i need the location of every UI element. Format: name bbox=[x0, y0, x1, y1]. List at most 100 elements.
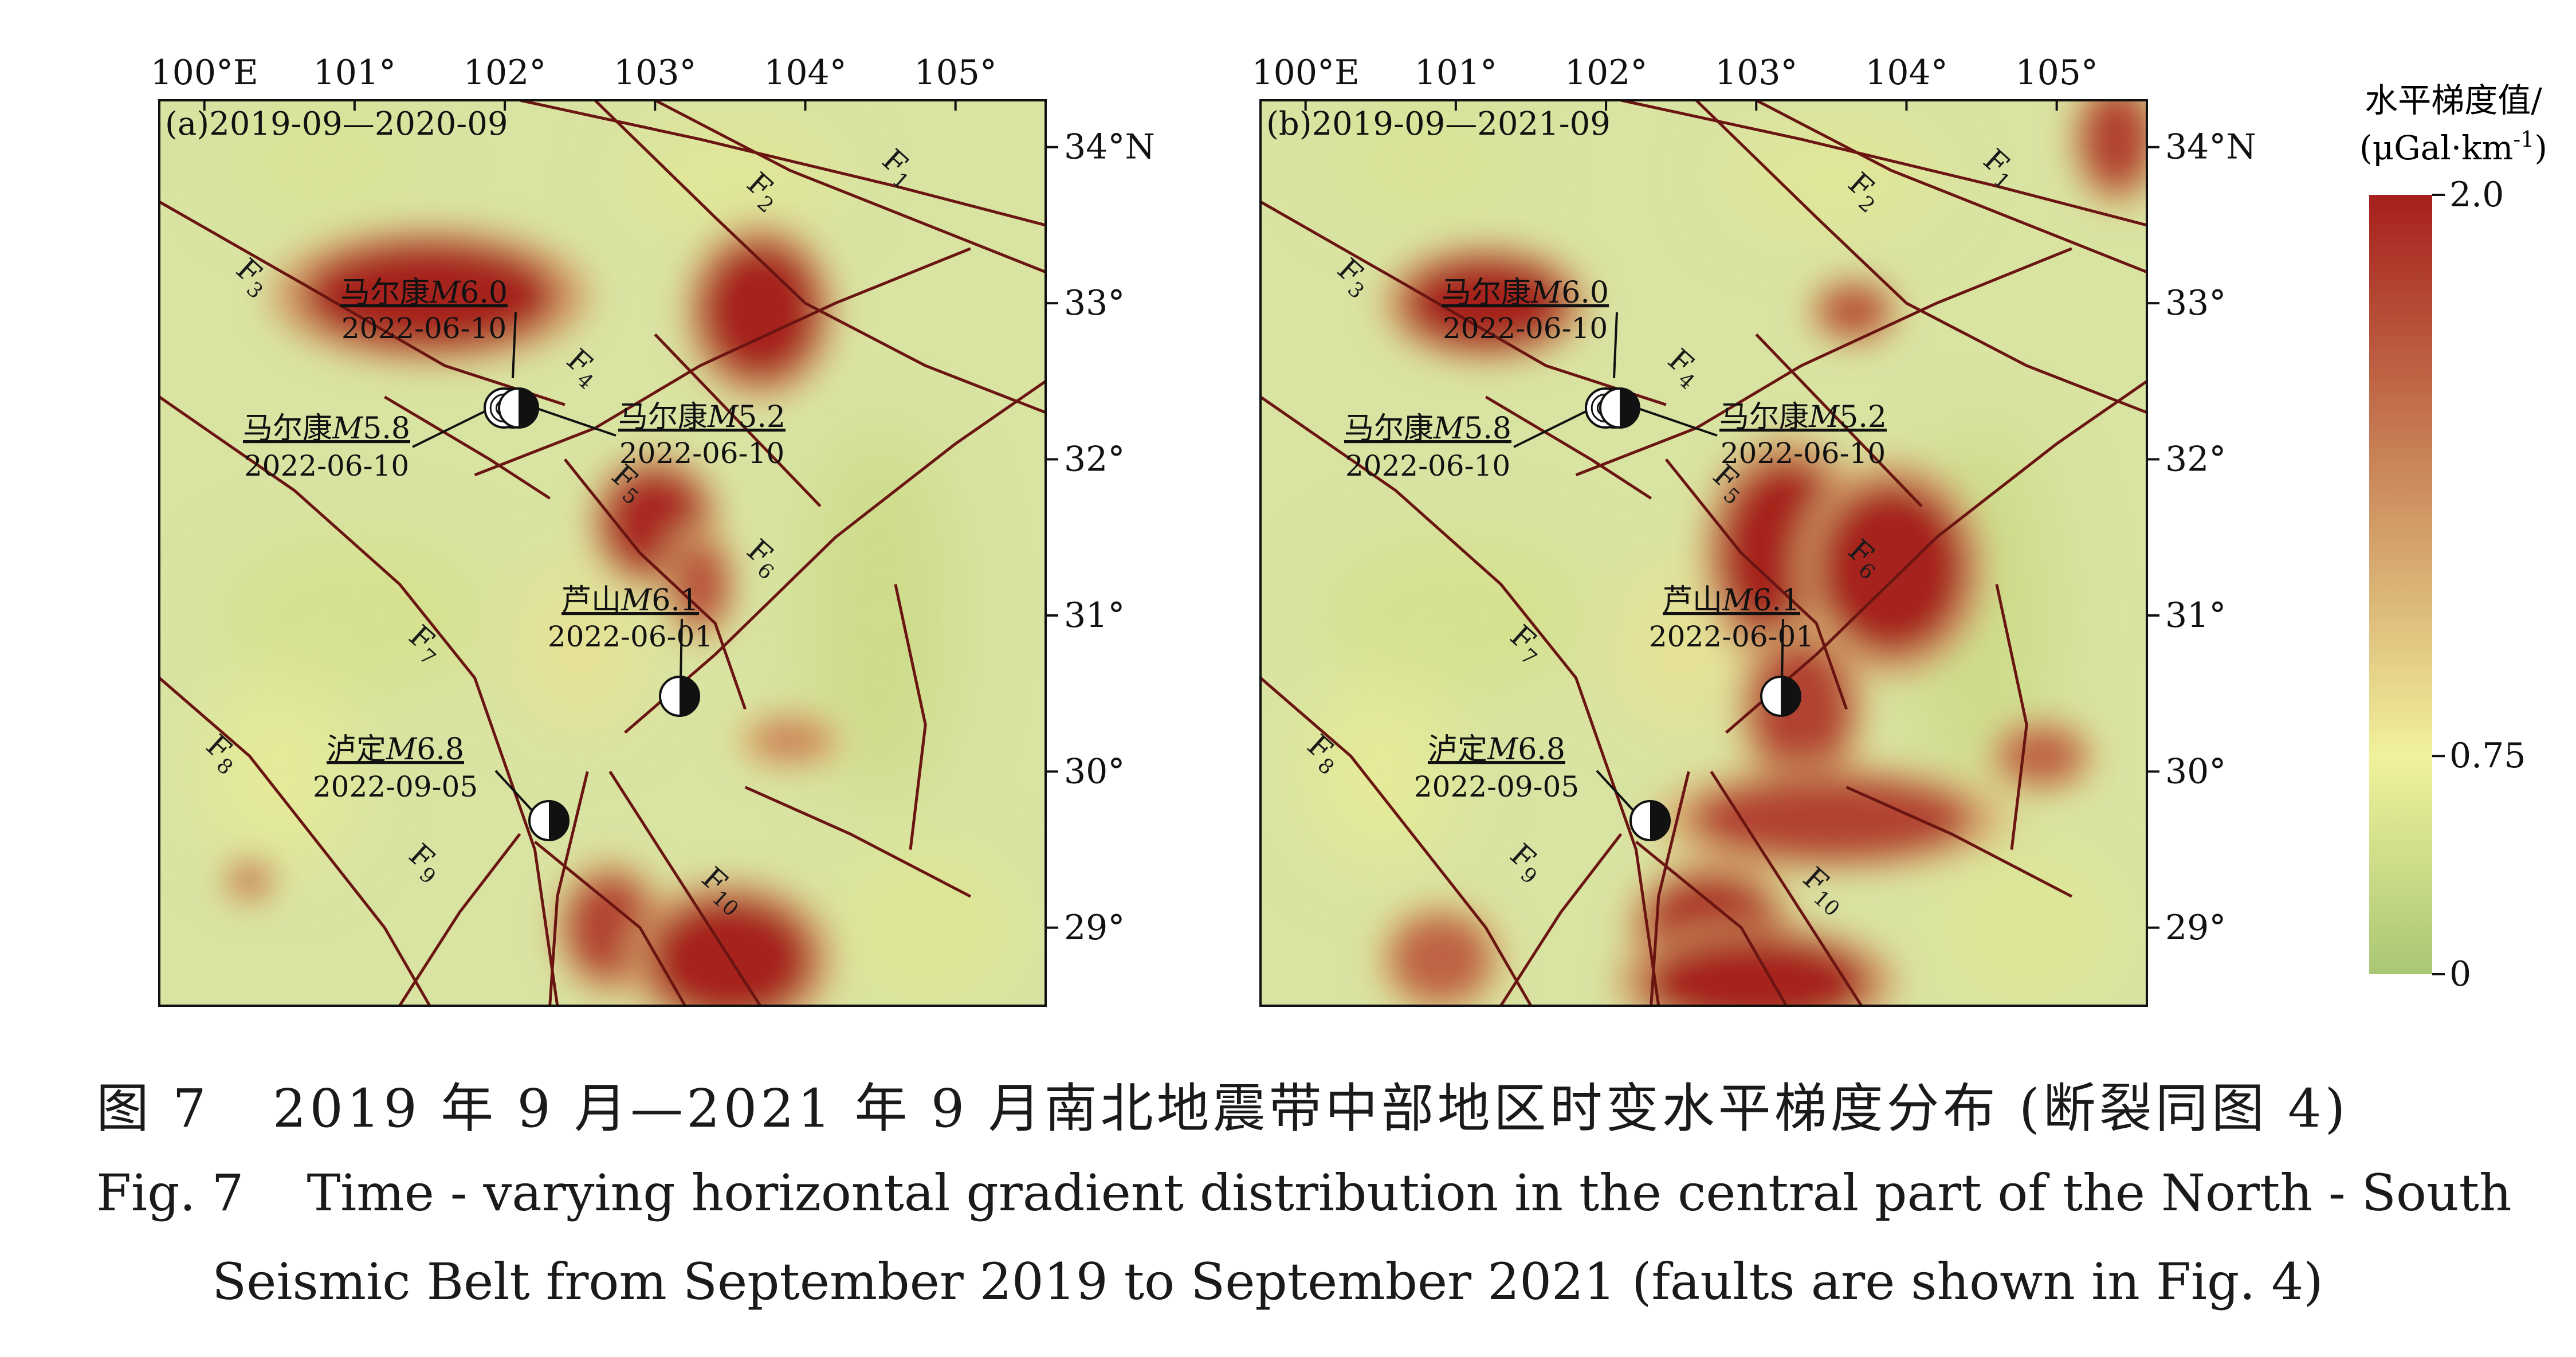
texture-blob bbox=[805, 428, 956, 803]
caption-english-line1: Fig. 7 Time - varying horizontal gradient… bbox=[96, 1163, 2512, 1222]
anomaly-core bbox=[1816, 283, 1892, 339]
lon-tick-label: 102° bbox=[464, 53, 547, 93]
leader-line bbox=[512, 312, 517, 379]
earthquake-date: 2022-06-01 bbox=[548, 620, 713, 653]
fault-line bbox=[1710, 771, 1863, 1006]
lon-tick-label: 101° bbox=[313, 53, 396, 93]
caption-chinese: 图 7 2019 年 9 月—2021 年 9 月南北地震带中部地区时变水平梯度分… bbox=[96, 1066, 2349, 1142]
lat-tick-label: 32° bbox=[2165, 440, 2226, 480]
anomaly-core bbox=[1996, 724, 2087, 787]
anomaly-core bbox=[670, 537, 731, 632]
texture-blob bbox=[1726, 131, 1937, 225]
fault-line bbox=[1485, 395, 1652, 500]
fault-line bbox=[1995, 583, 2028, 850]
anomaly-core bbox=[745, 717, 835, 764]
lon-tick-label: 100°E bbox=[1251, 53, 1359, 93]
lon-tick-label: 103° bbox=[614, 53, 697, 93]
earthquake-date: 2022-06-10 bbox=[619, 437, 784, 470]
panel-a-title: (a)2019-09—2020-09 bbox=[165, 105, 508, 143]
caption-en-figure-number: Fig. 7 bbox=[96, 1163, 244, 1222]
lat-tick-label: 30° bbox=[2165, 751, 2226, 791]
fault-line bbox=[1695, 100, 2147, 414]
texture-blob bbox=[1320, 537, 1591, 694]
earthquake-date: 2022-06-10 bbox=[341, 312, 506, 345]
texture-blob bbox=[1936, 849, 2117, 1006]
fault-line bbox=[654, 333, 822, 508]
colorbar-title-line2: (μGal·km-1) bbox=[2359, 127, 2547, 167]
texture-blob bbox=[204, 677, 355, 865]
earthquake-label: 泸定M6.8 bbox=[327, 732, 464, 767]
anomaly-core bbox=[1388, 912, 1494, 1006]
earthquake-label: 泸定M6.8 bbox=[1428, 732, 1565, 767]
earthquake-label: 马尔康M5.2 bbox=[618, 400, 786, 434]
anomaly-core bbox=[1749, 638, 1854, 779]
panel-b-earthquakes: 马尔康M6.02022-06-10马尔康M5.82022-06-10马尔康M5.… bbox=[1344, 276, 1887, 841]
lat-tick-label: 34°N bbox=[2165, 127, 2256, 167]
texture-blob bbox=[625, 131, 835, 225]
focal-mechanism-icon bbox=[498, 387, 539, 429]
anomaly-core bbox=[1643, 935, 1869, 1006]
anomaly-core bbox=[1688, 774, 1974, 862]
anomaly-core bbox=[1816, 483, 1967, 655]
fault-line bbox=[1260, 200, 1667, 406]
fault-line bbox=[1635, 841, 1788, 1006]
focal-mechanism-icon bbox=[1599, 387, 1640, 429]
fault-line bbox=[474, 247, 971, 477]
fault-line bbox=[548, 771, 589, 1006]
lon-tick-label: 105° bbox=[914, 53, 997, 93]
lon-tick-label: 102° bbox=[1565, 53, 1648, 93]
leader-line bbox=[680, 618, 683, 683]
fault-line bbox=[1845, 786, 2073, 898]
earthquake-label: 马尔康M6.0 bbox=[340, 276, 508, 310]
colorbar: 水平梯度值/ (μGal·km-1) 2.0 0.75 0 bbox=[2359, 81, 2547, 994]
panel-b-title: (b)2019-09—2021-09 bbox=[1266, 105, 1611, 143]
earthquake-date: 2022-09-05 bbox=[1414, 770, 1579, 803]
leader-line bbox=[535, 407, 616, 437]
colorbar-ramp bbox=[2369, 195, 2432, 974]
lon-tick-label: 104° bbox=[764, 53, 847, 93]
fault-line bbox=[1260, 395, 1660, 1006]
leader-line bbox=[1781, 618, 1784, 683]
fault-line bbox=[894, 583, 927, 850]
colorbar-tick-label: 0 bbox=[2449, 954, 2471, 994]
leader-line bbox=[1613, 312, 1618, 379]
fault-label: F4 bbox=[1658, 343, 1709, 394]
lat-tick-label: 29° bbox=[2165, 908, 2226, 948]
caption-cn-text: 2019 年 9 月—2021 年 9 月南北地震带中部地区时变水平梯度分布 (… bbox=[272, 1078, 2349, 1139]
lat-tick-label: 30° bbox=[1064, 751, 1125, 791]
earthquake-label: 马尔康M5.8 bbox=[1344, 411, 1511, 446]
anomaly-core bbox=[700, 241, 820, 382]
caption-cn-figure-number: 图 7 bbox=[96, 1078, 210, 1139]
lon-tick-label: 103° bbox=[1715, 53, 1798, 93]
lon-tick-label: 101° bbox=[1415, 53, 1498, 93]
earthquake-date: 2022-06-10 bbox=[244, 449, 409, 483]
earthquake-date: 2022-06-10 bbox=[1443, 312, 1608, 345]
fault-line bbox=[608, 771, 761, 1006]
lon-tick-label: 100°E bbox=[150, 53, 258, 93]
texture-blob bbox=[520, 568, 641, 725]
fault-line bbox=[519, 100, 1046, 227]
texture-blob bbox=[1336, 116, 1516, 210]
fault-line bbox=[1650, 771, 1690, 1006]
fault-line bbox=[1499, 833, 1623, 1006]
lat-tick-label: 31° bbox=[1064, 595, 1125, 636]
leader-line bbox=[412, 406, 494, 448]
anomaly-core bbox=[302, 241, 557, 350]
earthquake-date: 2022-09-05 bbox=[313, 770, 478, 803]
earthquake-label: 马尔康M6.0 bbox=[1442, 276, 1609, 310]
earthquake-label: 马尔康M5.2 bbox=[1719, 400, 1887, 434]
fault-line bbox=[1664, 458, 1848, 710]
fault-line bbox=[159, 677, 431, 1006]
panel-a-anomalies bbox=[221, 223, 847, 1006]
colorbar-title-line1: 水平梯度值/ bbox=[2365, 81, 2542, 120]
lon-tick-label: 105° bbox=[2015, 53, 2098, 93]
earthquake-date: 2022-06-10 bbox=[1721, 437, 1886, 470]
fault-line bbox=[563, 458, 747, 710]
colorbar-tick-label: 2.0 bbox=[2449, 175, 2504, 215]
lat-tick-label: 33° bbox=[2165, 283, 2226, 323]
fault-line bbox=[1575, 247, 2072, 477]
anomaly-core bbox=[226, 862, 272, 900]
